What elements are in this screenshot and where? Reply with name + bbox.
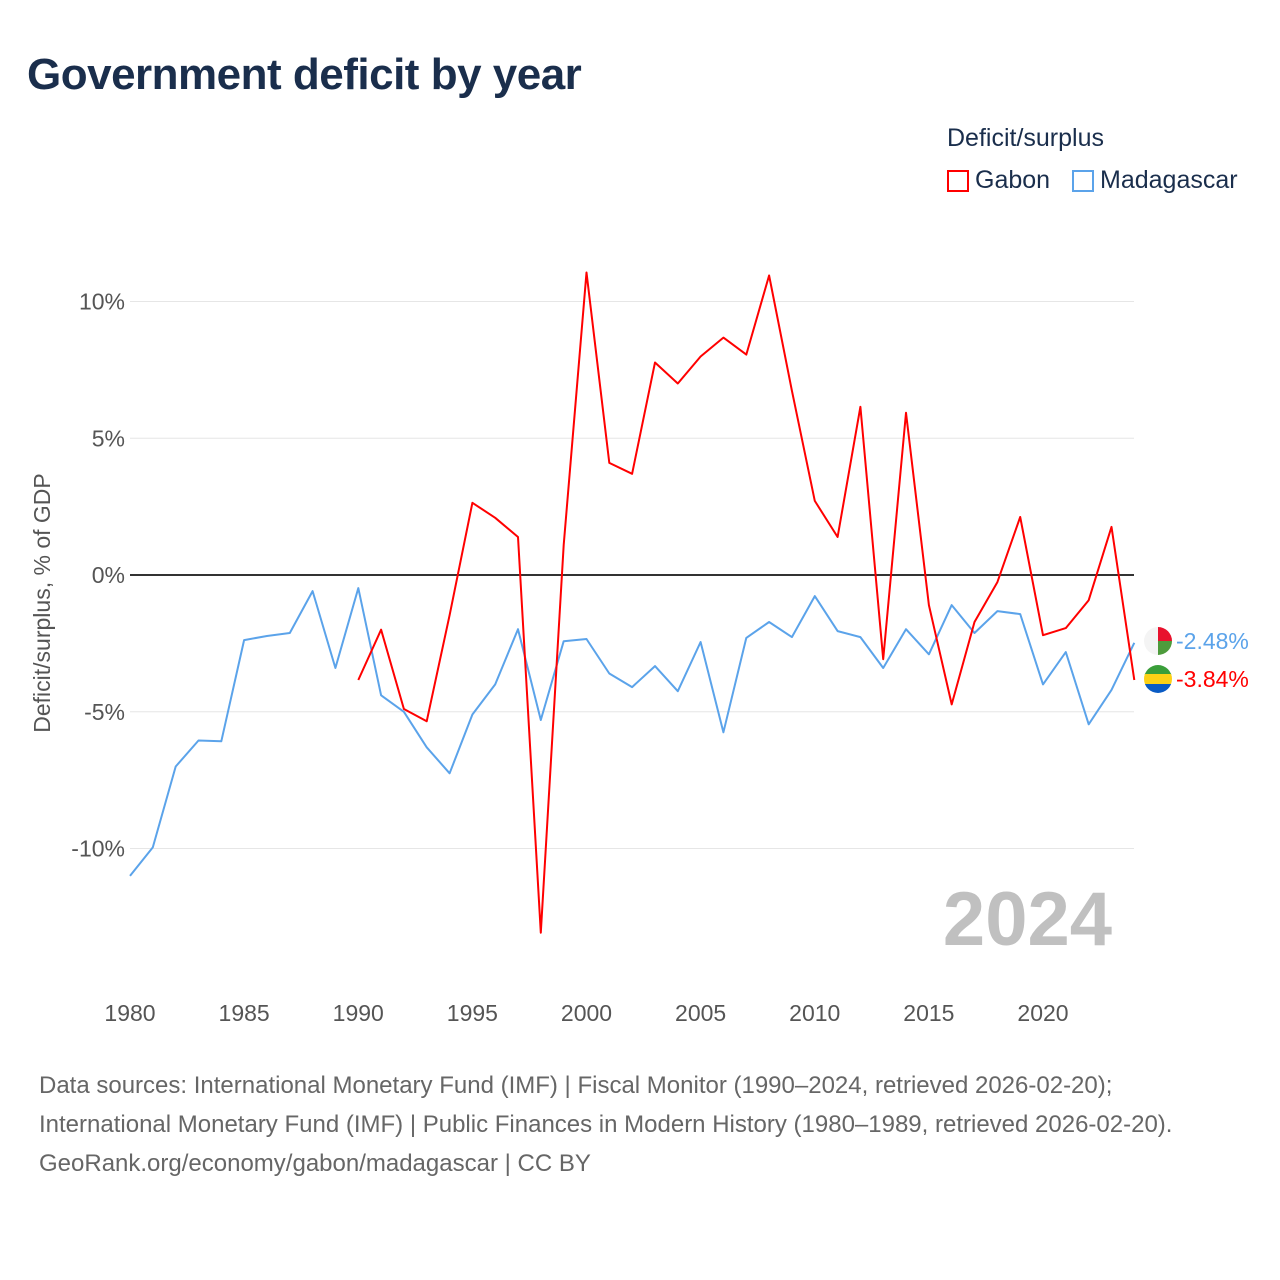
y-axis-label: Deficit/surplus, % of GDP [29,473,55,732]
legend-item-gabon[interactable]: Gabon [947,166,1050,195]
y-tick-label: 10% [79,289,125,315]
x-tick-label: 1990 [333,1000,384,1026]
year-label: 2024 [943,877,1112,962]
legend-swatch-gabon [947,169,969,192]
x-tick-label: 2010 [789,1000,840,1026]
y-tick-label: 5% [92,425,125,451]
x-tick-label: 2005 [675,1000,726,1026]
gabon-end-label: -3.84% [1176,666,1249,692]
legend-title: Deficit/surplus [947,124,1104,152]
y-tick-label: 0% [92,562,125,588]
x-tick-label: 2015 [903,1000,954,1026]
line-chart: 10% 5% 0% -5% -10% 1980 1985 1990 1995 2000 2005 20… [29,271,1249,1026]
x-tick-label: 1995 [447,1000,498,1026]
gabon-flag-icon [1144,665,1172,693]
madagascar-flag-icon [1144,627,1172,655]
y-tick-label: -5% [84,699,125,725]
legend-label: Madagascar [1100,166,1238,194]
madagascar-end-label: -2.48% [1176,628,1249,654]
footer: Data sources: International Monetary Fun… [39,1066,1239,1183]
x-tick-label: 2020 [1017,1000,1068,1026]
x-tick-label: 2000 [561,1000,612,1026]
series-line-madagascar[interactable] [129,587,1136,877]
series-line-gabon[interactable] [357,271,1136,934]
chart-title: Government deficit by year [27,50,582,99]
data-sources: Data sources: International Monetary Fun… [39,1072,1173,1138]
x-tick-label: 1985 [219,1000,270,1026]
x-tick-label: 1980 [104,1000,155,1026]
source-link[interactable]: GeoRank.org/economy/gabon/madagascar | C… [39,1150,591,1177]
legend-label: Gabon [975,166,1051,194]
legend-swatch-madagascar [1072,169,1094,192]
legend-item-madagascar[interactable]: Madagascar [1072,166,1238,195]
y-tick-label: -10% [71,836,125,862]
